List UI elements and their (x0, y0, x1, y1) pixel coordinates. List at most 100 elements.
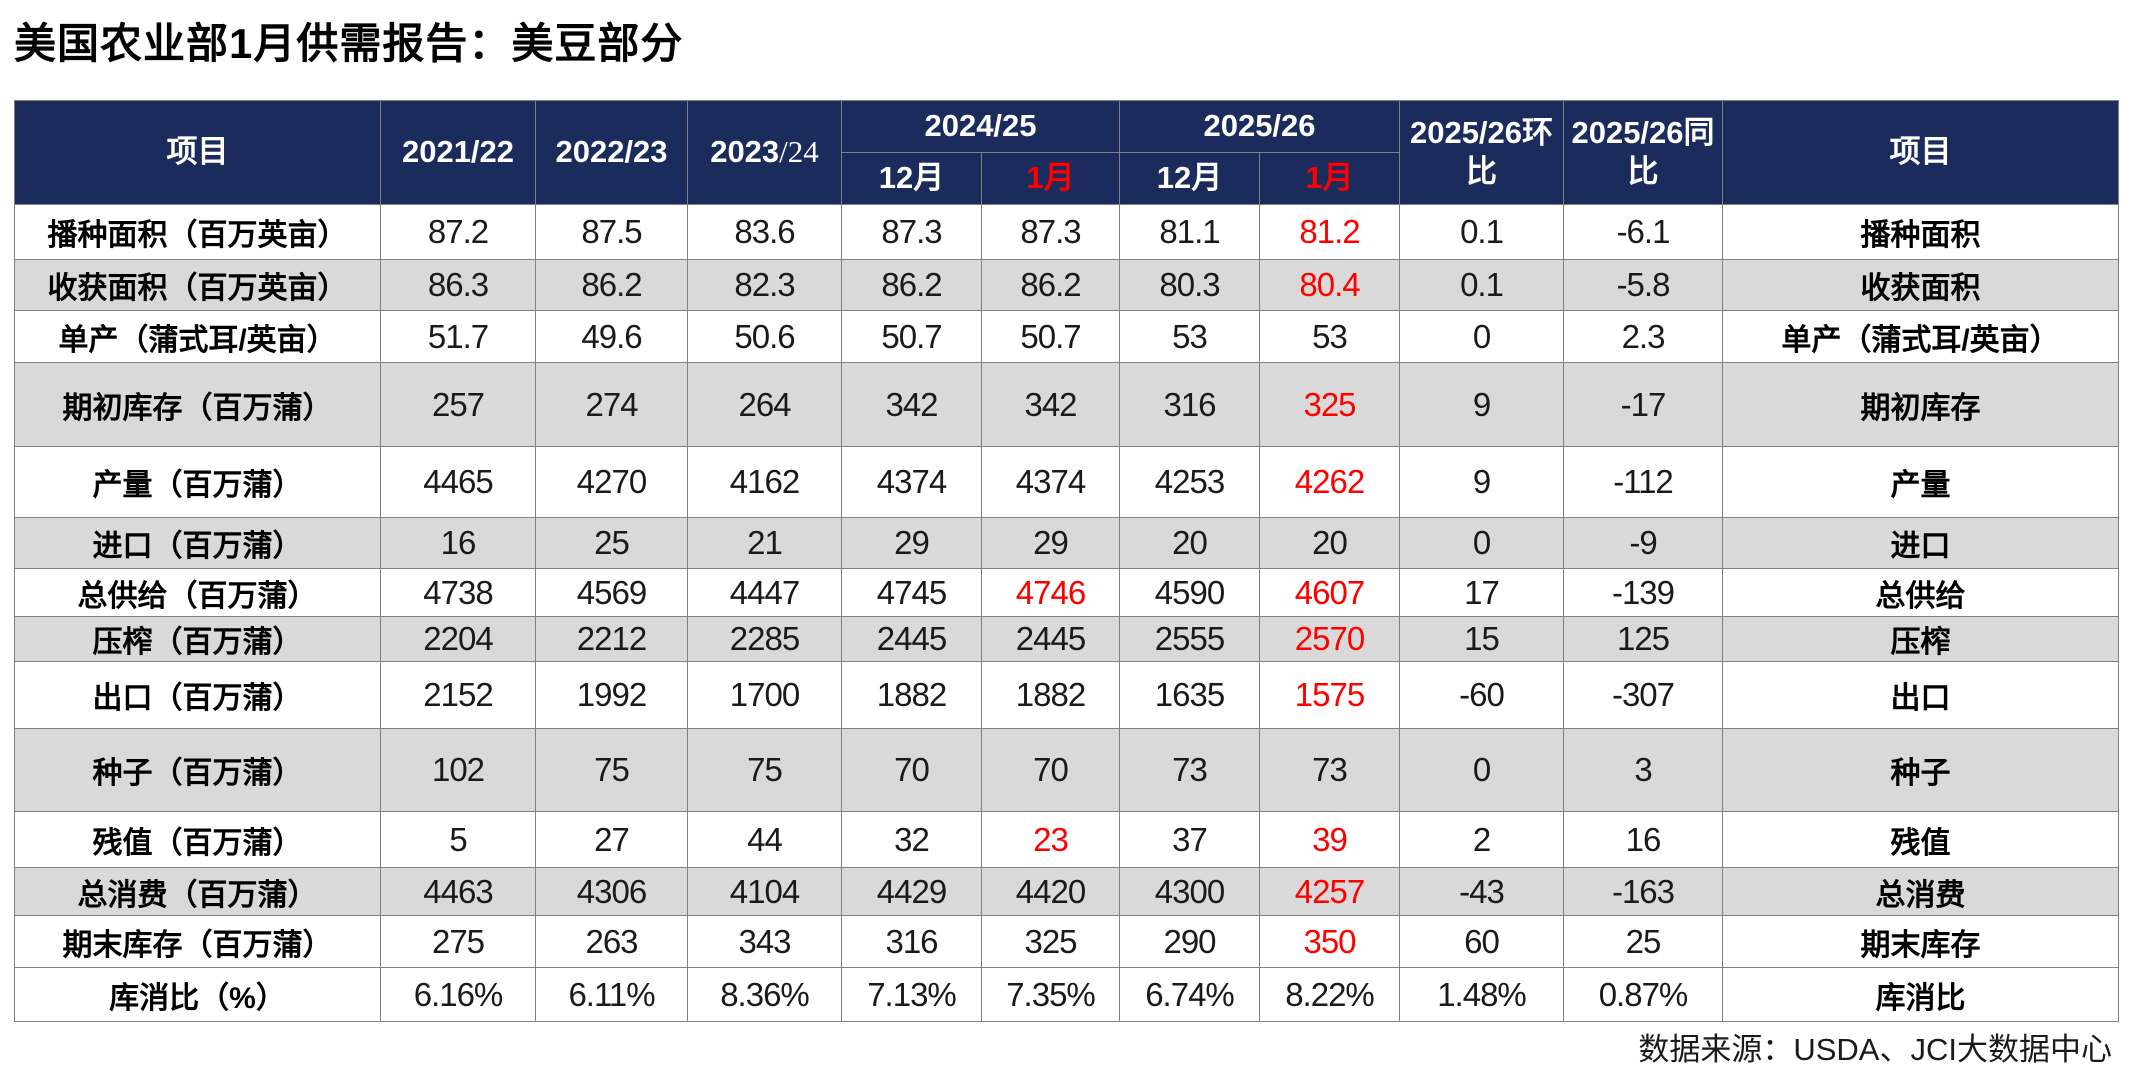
col-header-dec-2024: 12月 (841, 152, 982, 205)
row-label-left: 收获面积（百万英亩） (14, 259, 381, 311)
row-label-left: 播种面积（百万英亩） (14, 204, 381, 260)
value-cell: 8.36% (687, 967, 842, 1022)
value-cell: 275 (380, 915, 536, 968)
table-row: 收获面积（百万英亩） 86.3 86.2 82.3 86.2 86.2 80.3 80.4 0.… (14, 259, 2119, 311)
row-label-left: 总供给（百万蒲） (14, 568, 381, 617)
row-label-right: 残值 (1722, 811, 2119, 868)
table-row: 播种面积（百万英亩） 87.2 87.5 83.6 87.3 87.3 81.1 81.2 0.… (14, 204, 2119, 260)
source-note: 数据来源：USDA、JCI大数据中心 (1638, 1032, 2112, 1067)
row-label-right: 产量 (1722, 446, 2119, 518)
row-label-right: 期末库存 (1722, 915, 2119, 968)
row-label-right: 收获面积 (1722, 259, 2119, 311)
value-cell: 125 (1563, 616, 1723, 662)
value-cell: 325 (1259, 362, 1400, 447)
value-cell: 7.13% (841, 967, 982, 1022)
col-header-item-right: 项目 (1722, 100, 2119, 205)
value-cell: 70 (841, 728, 982, 812)
row-label-left: 产量（百万蒲） (14, 446, 381, 518)
value-cell: 2570 (1259, 616, 1400, 662)
value-cell: 3 (1563, 728, 1723, 812)
value-cell: 264 (687, 362, 842, 447)
value-cell: 2 (1399, 811, 1564, 868)
col-header-2023-24: 2023/24 (687, 100, 842, 205)
value-cell: 342 (981, 362, 1120, 447)
row-label-left: 进口（百万蒲） (14, 517, 381, 569)
value-cell: 80.3 (1119, 259, 1260, 311)
value-cell: 50.7 (841, 310, 982, 363)
value-cell: 50.6 (687, 310, 842, 363)
value-cell: 0 (1399, 517, 1564, 569)
row-label-right: 总供给 (1722, 568, 2119, 617)
value-cell: 1882 (981, 661, 1120, 729)
value-cell: 5 (380, 811, 536, 868)
value-cell: 2212 (535, 616, 688, 662)
value-cell: 2555 (1119, 616, 1260, 662)
value-cell: 73 (1259, 728, 1400, 812)
supply-demand-table: 项目 2021/22 2022/23 2023/24 2024/25 2025/… (14, 100, 2119, 1022)
value-cell: -17 (1563, 362, 1723, 447)
value-cell: 1992 (535, 661, 688, 729)
row-label-left: 单产（蒲式耳/英亩） (14, 310, 381, 363)
value-cell: -6.1 (1563, 204, 1723, 260)
value-cell: 25 (1563, 915, 1723, 968)
value-cell: 25 (535, 517, 688, 569)
value-cell: 86.3 (380, 259, 536, 311)
row-label-left: 期初库存（百万蒲） (14, 362, 381, 447)
value-cell: 316 (841, 915, 982, 968)
value-cell: 4270 (535, 446, 688, 518)
row-label-right: 出口 (1722, 661, 2119, 729)
row-label-left: 总消费（百万蒲） (14, 867, 381, 916)
header-row-months: 12月 1月 12月 1月 (15, 152, 2119, 205)
value-cell: -5.8 (1563, 259, 1723, 311)
table-row: 总供给（百万蒲） 4738 4569 4447 4745 4746 4590 4607 17 -1… (14, 568, 2119, 617)
value-cell: 263 (535, 915, 688, 968)
table-row: 期末库存（百万蒲） 275 263 343 316 325 290 350 60 25 期末库存 (14, 915, 2119, 968)
value-cell: 87.3 (841, 204, 982, 260)
col-header-yoy: 2025/26同比 (1563, 100, 1723, 205)
value-cell: 342 (841, 362, 982, 447)
value-cell: 4257 (1259, 867, 1400, 916)
year-bold-part: 2023 (710, 134, 780, 170)
value-cell: 6.16% (380, 967, 536, 1022)
row-label-right: 压榨 (1722, 616, 2119, 662)
value-cell: 4463 (380, 867, 536, 916)
value-cell: 53 (1259, 310, 1400, 363)
value-cell: 343 (687, 915, 842, 968)
value-cell: 257 (380, 362, 536, 447)
value-cell: 20 (1259, 517, 1400, 569)
table-row: 种子（百万蒲） 102 75 75 70 70 73 73 0 3 种子 (14, 728, 2119, 812)
value-cell: 2.3 (1563, 310, 1723, 363)
col-header-dec-2025: 12月 (1119, 152, 1260, 205)
value-cell: 49.6 (535, 310, 688, 363)
value-cell: 8.22% (1259, 967, 1400, 1022)
value-cell: 86.2 (981, 259, 1120, 311)
value-cell: 4569 (535, 568, 688, 617)
row-label-right: 库消比 (1722, 967, 2119, 1022)
value-cell: 4262 (1259, 446, 1400, 518)
col-group-2024-25: 2024/25 (841, 100, 1120, 153)
value-cell: 75 (687, 728, 842, 812)
table-row: 总消费（百万蒲） 4463 4306 4104 4429 4420 4300 4257 -43-… (14, 867, 2119, 916)
value-cell: -112 (1563, 446, 1723, 518)
value-cell: -43 (1399, 867, 1564, 916)
row-label-left: 出口（百万蒲） (14, 661, 381, 729)
value-cell: 2285 (687, 616, 842, 662)
table-row: 出口（百万蒲） 2152 1992 1700 1882 1882 1635 1575 -60 -3… (14, 661, 2119, 729)
value-cell: 4306 (535, 867, 688, 916)
value-cell: 4162 (687, 446, 842, 518)
value-cell: 16 (1563, 811, 1723, 868)
value-cell: 4465 (380, 446, 536, 518)
table-body: 播种面积（百万英亩） 87.2 87.5 83.6 87.3 87.3 81.1 81.2 0.… (14, 204, 2119, 1022)
value-cell: 1700 (687, 661, 842, 729)
col-header-2022-23: 2022/23 (535, 100, 688, 205)
row-label-left: 种子（百万蒲） (14, 728, 381, 812)
col-header-jan-2024: 1月 (981, 152, 1120, 205)
value-cell: 1.48% (1399, 967, 1564, 1022)
value-cell: 29 (981, 517, 1120, 569)
table-row: 进口（百万蒲） 16 25 21 29 29 20 20 0 -9 进口 (14, 517, 2119, 569)
value-cell: 75 (535, 728, 688, 812)
table-row: 库消比（%） 6.16% 6.11% 8.36% 7.13% 7.35% 6.74% 8.22… (14, 967, 2119, 1022)
value-cell: 4590 (1119, 568, 1260, 617)
value-cell: 70 (981, 728, 1120, 812)
